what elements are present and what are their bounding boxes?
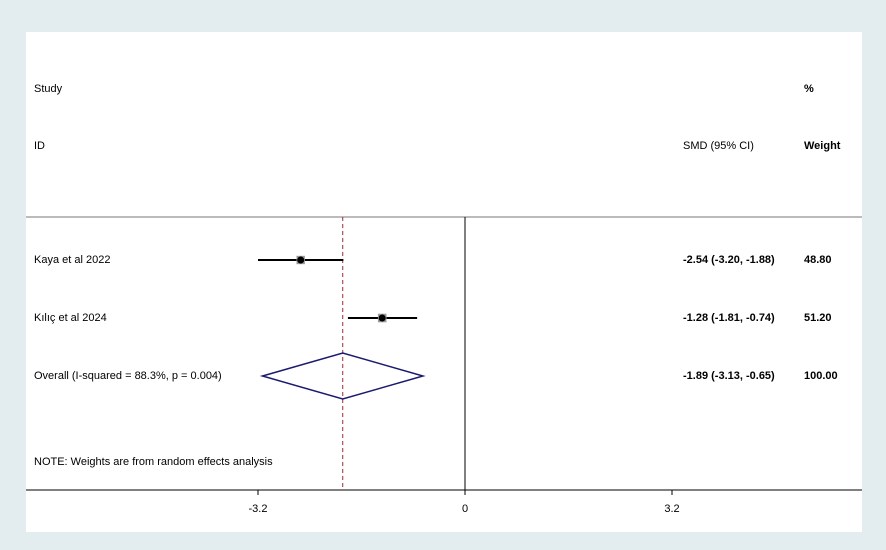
header-id: ID xyxy=(34,140,45,152)
overall-name: Overall (I-squared = 88.3%, p = 0.004) xyxy=(34,370,222,382)
header-estimate: SMD (95% CI) xyxy=(683,140,754,152)
header-percent: % xyxy=(804,83,814,95)
estimate-label: -1.28 (-1.81, -0.74) xyxy=(683,312,775,324)
header-study: Study xyxy=(34,83,63,95)
note: NOTE: Weights are from random effects an… xyxy=(34,456,273,468)
point-estimate xyxy=(297,256,305,264)
x-tick-label: -3.2 xyxy=(249,503,268,515)
header-weight: Weight xyxy=(804,140,841,152)
x-tick-label: 0 xyxy=(462,503,468,515)
x-tick-label: 3.2 xyxy=(664,503,679,515)
point-estimate xyxy=(378,314,386,322)
estimate-label: -1.89 (-3.13, -0.65) xyxy=(683,370,775,382)
weight-label: 48.80 xyxy=(804,254,832,266)
panel xyxy=(26,32,862,532)
study-name: Kılıç et al 2024 xyxy=(34,312,107,324)
weight-label: 100.00 xyxy=(804,370,838,382)
study-name: Kaya et al 2022 xyxy=(34,254,110,266)
estimate-label: -2.54 (-3.20, -1.88) xyxy=(683,254,775,266)
overall-diamond xyxy=(259,352,426,400)
weight-label: 51.20 xyxy=(804,312,832,324)
